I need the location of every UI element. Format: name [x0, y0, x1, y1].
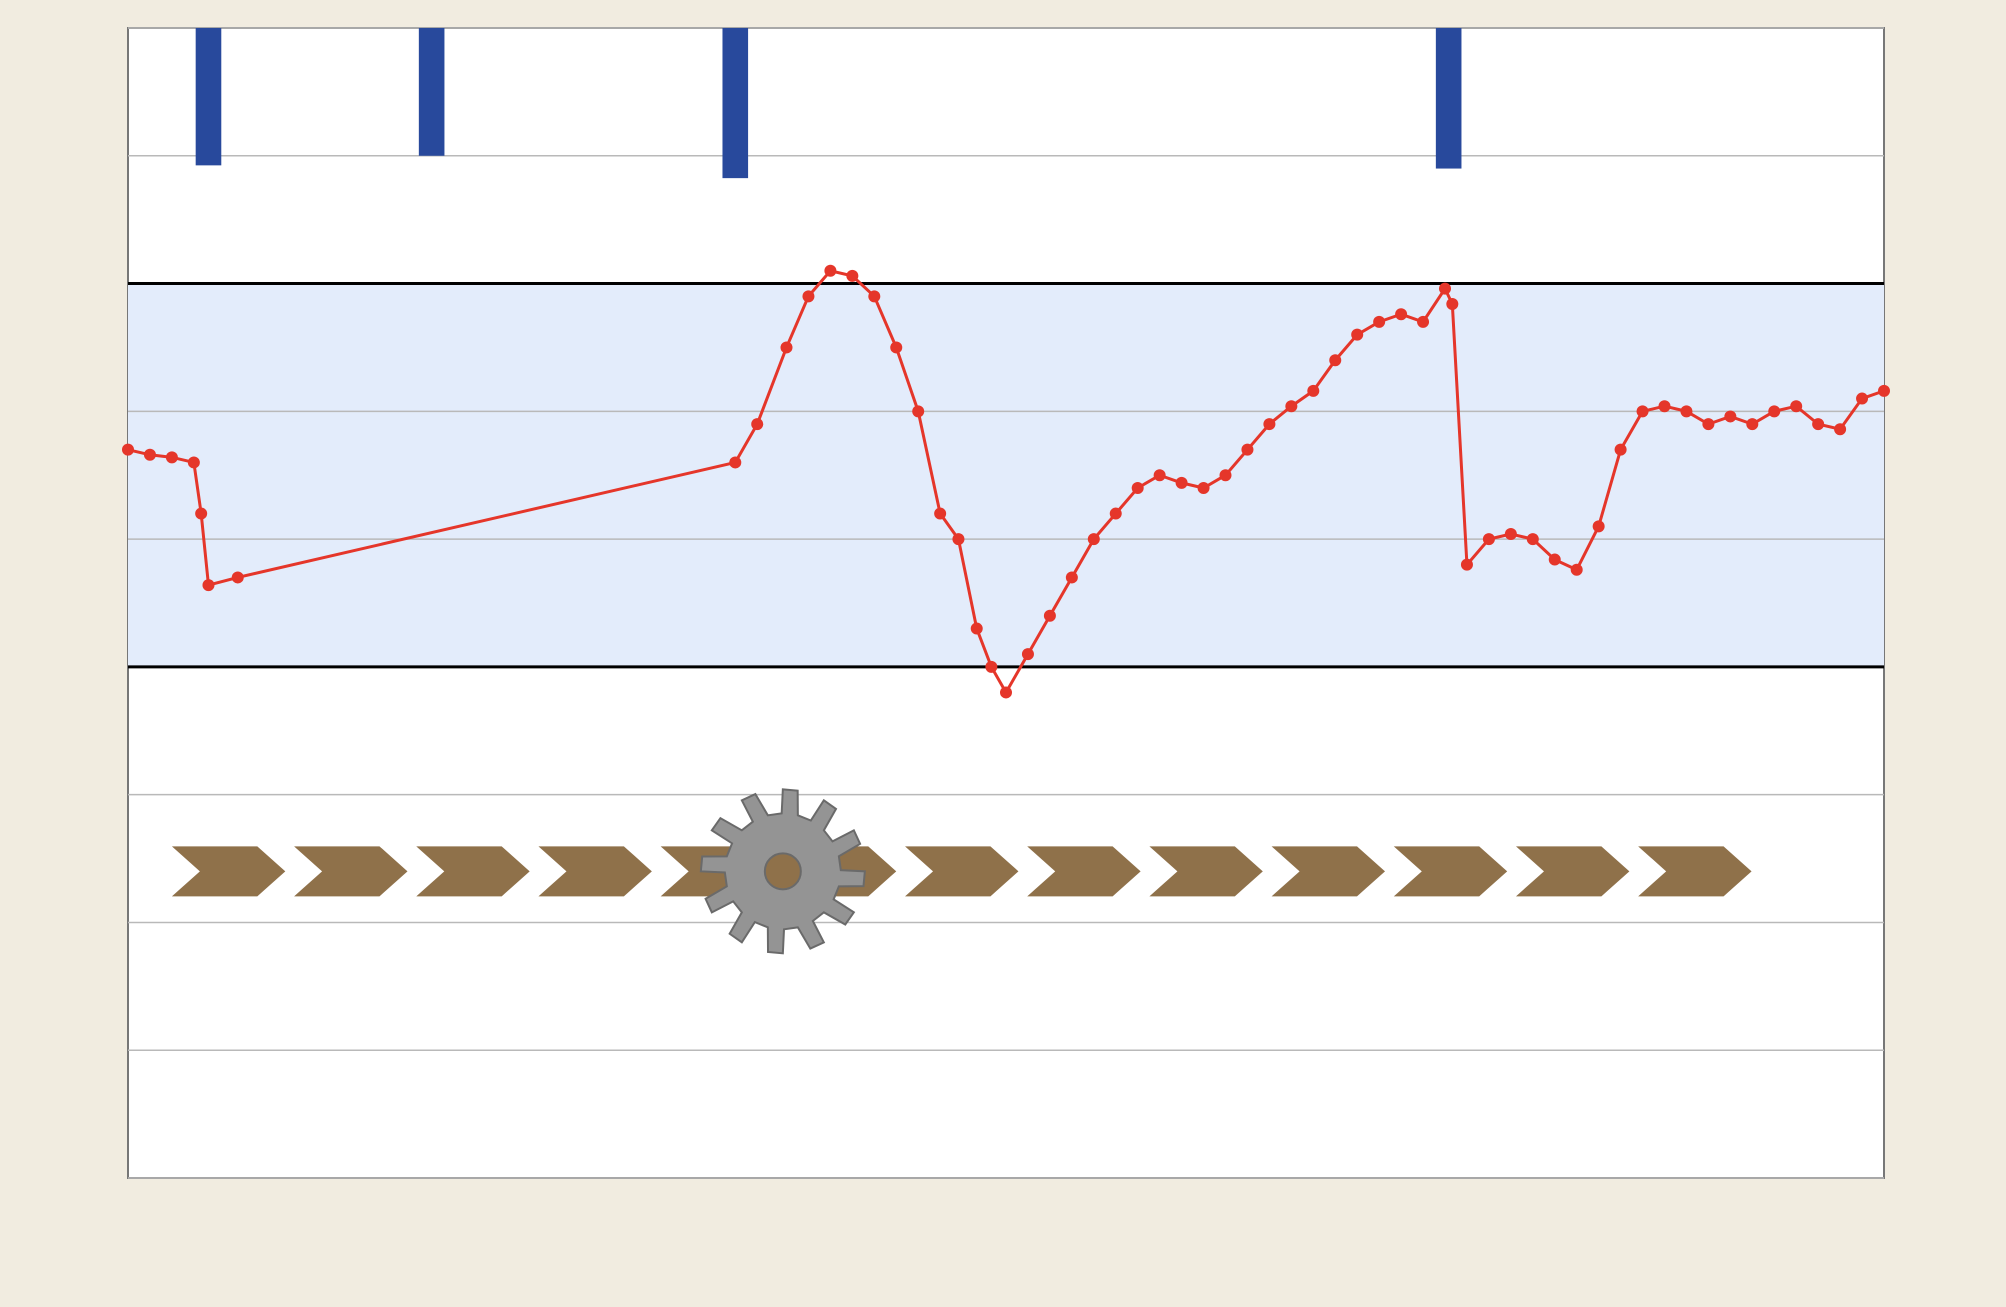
tension-point — [1263, 418, 1275, 430]
tension-point — [188, 456, 200, 468]
tension-point — [1505, 528, 1517, 540]
tension-point — [1856, 393, 1868, 405]
tension-point — [1307, 385, 1319, 397]
tension-point — [1132, 482, 1144, 494]
tension-point — [1044, 610, 1056, 622]
tension-point — [1527, 533, 1539, 545]
tension-point — [1593, 520, 1605, 532]
tension-point — [1110, 508, 1122, 520]
dosage-bar — [1436, 28, 1462, 169]
tension-point — [890, 341, 902, 353]
tension-point — [1395, 308, 1407, 320]
tension-point — [1768, 405, 1780, 417]
tension-point — [824, 265, 836, 277]
tension-point — [1549, 554, 1561, 566]
tension-point — [1461, 559, 1473, 571]
tension-point — [1176, 477, 1188, 489]
dosage-bar — [419, 28, 445, 156]
tension-point — [1285, 400, 1297, 412]
chart-root — [0, 0, 2006, 1302]
tension-point — [144, 449, 156, 461]
tension-point — [1790, 400, 1802, 412]
tension-point — [122, 444, 134, 456]
dosage-bar — [196, 28, 222, 165]
tension-point — [1066, 571, 1078, 583]
tension-point — [751, 418, 763, 430]
tension-point — [1724, 410, 1736, 422]
tension-point — [1198, 482, 1210, 494]
tension-point — [1834, 423, 1846, 435]
tension-point — [232, 571, 244, 583]
tension-point — [1329, 354, 1341, 366]
control-band — [128, 284, 1884, 667]
tension-point — [1746, 418, 1758, 430]
tension-point — [729, 456, 741, 468]
tension-point — [868, 290, 880, 302]
tension-point — [912, 405, 924, 417]
tension-point — [166, 451, 178, 463]
tension-point — [1088, 533, 1100, 545]
tension-point — [985, 661, 997, 673]
tension-point — [1154, 469, 1166, 481]
tension-point — [952, 533, 964, 545]
tension-point — [1483, 533, 1495, 545]
tension-point — [1637, 405, 1649, 417]
tension-point — [846, 270, 858, 282]
tension-point — [1812, 418, 1824, 430]
tension-point — [1373, 316, 1385, 328]
tension-point — [1241, 444, 1253, 456]
tension-point — [1680, 405, 1692, 417]
tension-point — [802, 290, 814, 302]
tension-point — [1446, 298, 1458, 310]
tension-point — [195, 508, 207, 520]
tension-point — [934, 508, 946, 520]
tension-point — [1022, 648, 1034, 660]
tension-point — [1615, 444, 1627, 456]
tension-point — [1220, 469, 1232, 481]
tension-point — [202, 579, 214, 591]
tension-point — [1000, 686, 1012, 698]
tension-point — [1351, 329, 1363, 341]
tension-point — [971, 623, 983, 635]
dosage-bar — [722, 28, 748, 178]
tension-point — [781, 341, 793, 353]
tension-point — [1702, 418, 1714, 430]
tension-point — [1878, 385, 1890, 397]
tension-point — [1417, 316, 1429, 328]
tension-point — [1439, 283, 1451, 295]
tension-point — [1571, 564, 1583, 576]
tension-point — [1659, 400, 1671, 412]
